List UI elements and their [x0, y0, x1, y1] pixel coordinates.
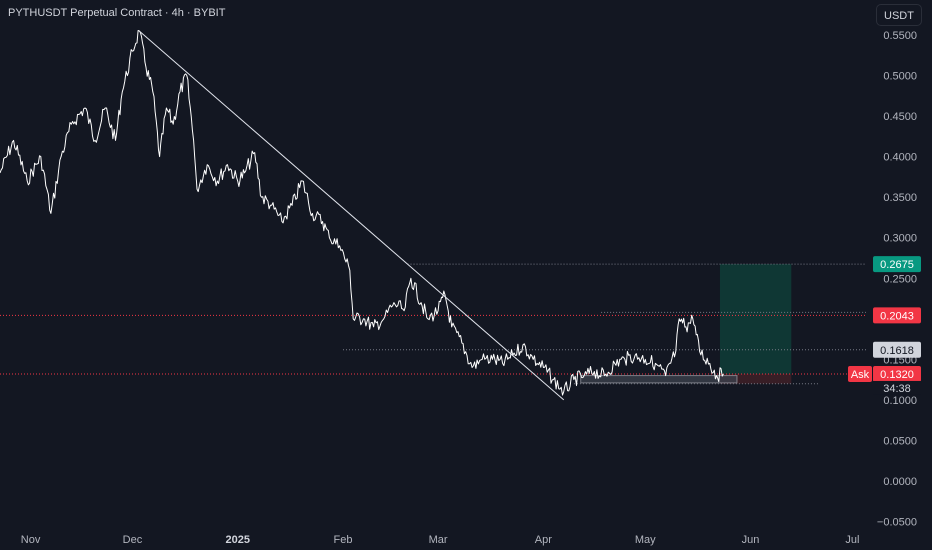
price-label: 0.2675: [880, 259, 914, 271]
trendline[interactable]: [138, 30, 565, 401]
x-tick-label: May: [635, 534, 656, 546]
countdown-label: 34:38: [883, 383, 911, 395]
chart-title: PYTHUSDT Perpetual Contract · 4h · BYBIT: [8, 7, 226, 19]
x-tick-label: Jun: [742, 534, 760, 546]
ask-tag-box: [848, 365, 872, 382]
y-tick-label: 0.4500: [883, 111, 917, 123]
x-tick-label: Apr: [535, 534, 552, 546]
price-label-box: [873, 365, 921, 382]
x-tick-label: Dec: [123, 534, 143, 546]
price-line[interactable]: [0, 30, 724, 396]
price-label: 0.1320: [880, 369, 914, 381]
x-tick-label: Feb: [334, 534, 353, 546]
ask-tag: Ask: [851, 369, 870, 381]
price-label-box: [873, 341, 921, 358]
y-tick-label: 0.3000: [883, 233, 917, 245]
y-tick-label: 0.0500: [883, 435, 917, 447]
y-tick-label: −0.0500: [877, 517, 917, 529]
y-tick-label: 0.5500: [883, 30, 917, 42]
x-tick-label: Jul: [845, 534, 859, 546]
price-label-box: [873, 256, 921, 273]
price-label-box: [873, 307, 921, 324]
y-tick-label: 0.4000: [883, 152, 917, 164]
y-tick-label: 0.3500: [883, 192, 917, 204]
stop-zone[interactable]: [719, 373, 792, 384]
x-tick-label: Nov: [21, 534, 41, 546]
y-tick-label: 0.1000: [883, 395, 917, 407]
price-label: 0.1618: [880, 345, 914, 357]
y-tick-label: 0.0000: [883, 476, 917, 488]
currency-button[interactable]: USDT: [876, 4, 922, 26]
y-tick-label: 0.5000: [883, 71, 917, 83]
x-tick-label: Mar: [429, 534, 448, 546]
countdown-box: [873, 380, 921, 395]
range-box[interactable]: [580, 375, 738, 384]
x-tick-label: 2025: [225, 534, 249, 546]
y-tick-label: 0.2500: [883, 273, 917, 285]
target-zone[interactable]: [719, 264, 792, 374]
price-label: 0.2043: [880, 310, 914, 322]
